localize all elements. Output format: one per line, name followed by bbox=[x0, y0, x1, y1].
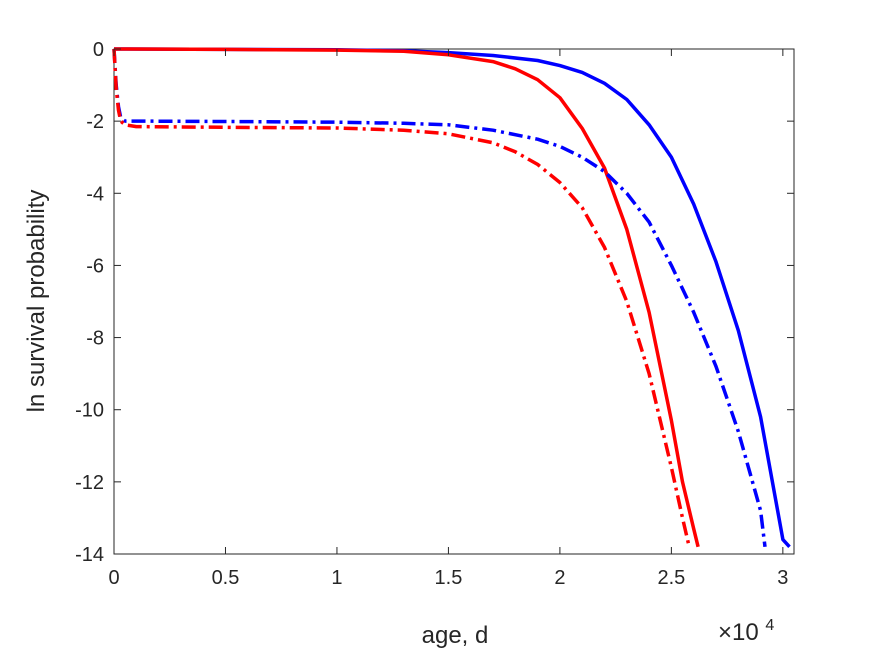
x-tick-label: 2.5 bbox=[657, 567, 685, 589]
series-line-3 bbox=[112, 48, 767, 548]
x-tick-label: 1 bbox=[331, 567, 342, 589]
x-tick-label: 3 bbox=[777, 567, 788, 589]
y-tick-label: -4 bbox=[86, 183, 104, 205]
y-tick-label: -2 bbox=[86, 111, 104, 133]
y-tick-label: -8 bbox=[86, 328, 104, 350]
y-tick-label: -6 bbox=[86, 255, 104, 277]
series-lines bbox=[112, 47, 791, 548]
y-axis-title: ln survival probability bbox=[23, 190, 50, 413]
axis-ticks: 0 0.5 1 1.5 2 2.5 3 0 -2 -4 -6 -8 -10 -12 -14 bbox=[75, 39, 794, 589]
x-axis-exponent: ×10 4 bbox=[718, 617, 774, 646]
y-tick-label: -14 bbox=[75, 544, 104, 566]
series-line-4 bbox=[112, 48, 691, 548]
plot-frame bbox=[113, 48, 795, 555]
x-axis-exponent-power: 4 bbox=[765, 617, 774, 634]
series-line-2 bbox=[113, 47, 700, 548]
y-tick-label: 0 bbox=[93, 39, 104, 61]
x-tick-label: 0.5 bbox=[212, 567, 240, 589]
y-tick-label: -10 bbox=[75, 400, 104, 422]
y-tick-label: -12 bbox=[75, 472, 104, 494]
x-axis-exponent-base: ×10 bbox=[718, 619, 759, 646]
x-tick-label: 0 bbox=[108, 567, 119, 589]
x-tick-label: 2 bbox=[554, 567, 565, 589]
plot-area: 0 0.5 1 1.5 2 2.5 3 0 -2 -4 -6 -8 -10 -12 -14 bbox=[75, 39, 795, 589]
x-tick-label: 1.5 bbox=[435, 567, 463, 589]
x-axis-title: age, d bbox=[422, 622, 489, 649]
